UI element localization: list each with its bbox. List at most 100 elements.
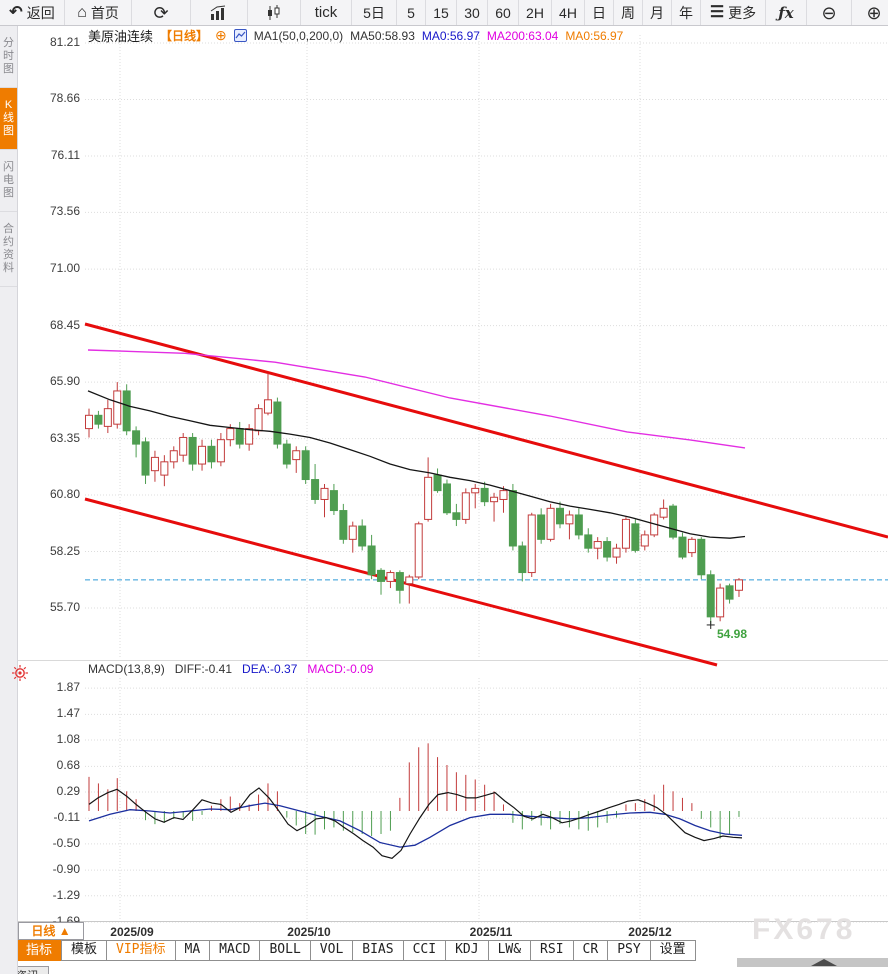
fx-button[interactable]: ƒx (766, 0, 807, 25)
tab-BIAS[interactable]: BIAS (352, 940, 404, 961)
axis-label: 71.00 (49, 261, 80, 276)
add-indicator-icon[interactable]: ⊕ (215, 27, 227, 43)
x-axis-date-label: 2025/12 (628, 925, 672, 939)
axis-label: 78.66 (49, 91, 80, 106)
axis-label: 58.25 (49, 543, 80, 558)
sidebar-item-分时图[interactable]: 分 时 图 (0, 26, 17, 88)
ma-settings: MA1(50,0,200,0) (253, 28, 344, 43)
tick-label: tick (314, 4, 338, 21)
period-year-label: 年 (679, 4, 693, 21)
period-60m-label: 60 (495, 4, 511, 21)
tab-模板[interactable]: 模板 (61, 940, 108, 961)
ma200-value: MA200:63.04 (486, 28, 559, 43)
axis-labels: 81.21 78.66 76.11 73.56 71.00 68.45 65.90 63.35… (20, 0, 80, 974)
period-2h-button[interactable]: 2H (519, 0, 552, 25)
line-chart-icon[interactable] (233, 29, 247, 42)
axis-label: 63.35 (49, 430, 80, 445)
period-day-label: 日 (592, 4, 606, 21)
back-icon: ↶ (9, 3, 23, 21)
sidebar-item-闪电图[interactable]: 闪 电 图 (0, 150, 17, 212)
x-axis-date-label: 2025/09 (110, 925, 154, 939)
period-badge: 【日线】 (160, 29, 209, 43)
candlestick-button[interactable] (248, 0, 301, 25)
axis-label: 0.68 (56, 758, 80, 773)
sidebar-item-K线图[interactable]: K 线 图 (0, 88, 17, 150)
tab-设置[interactable]: 设置 (649, 940, 696, 961)
tab-VOL[interactable]: VOL (309, 940, 354, 961)
axis-label: 65.90 (49, 374, 80, 389)
bottom-scrollbar[interactable] (737, 958, 888, 967)
period-30m-label: 30 (464, 4, 480, 21)
period-5m-button[interactable]: 5 (397, 0, 426, 25)
macd-diff-value: DIFF:-0.41 (174, 662, 233, 676)
axis-label: 76.11 (50, 147, 80, 162)
tab-CR[interactable]: CR (572, 940, 609, 961)
refresh-button[interactable]: ⟳ (132, 0, 191, 25)
bar-chart-icon (210, 5, 226, 20)
home-button[interactable]: ⌂ 首页 (65, 0, 132, 25)
bar-chart-button[interactable] (191, 0, 248, 25)
chart-header: 美原油连续 【日线】 ⊕ MA1(50,0,200,0) MA50:58.93 … (88, 26, 623, 45)
tab-KDJ[interactable]: KDJ (445, 940, 489, 961)
period-30m-button[interactable]: 30 (457, 0, 488, 25)
tab-VIP指标[interactable]: VIP指标 (106, 940, 176, 961)
sidebar-item-合约资料[interactable]: 合 约 资 料 (0, 212, 17, 287)
tab-MA[interactable]: MA (174, 940, 211, 961)
period-month-button[interactable]: 月 (643, 0, 672, 25)
period-60m-button[interactable]: 60 (488, 0, 519, 25)
tab-PSY[interactable]: PSY (607, 940, 651, 961)
axis-label: 0.29 (56, 783, 80, 798)
tab-指标[interactable]: 指标 (16, 940, 63, 961)
tab-MACD[interactable]: MACD (209, 940, 261, 961)
period-5d-label: 5日 (363, 4, 385, 21)
symbol-name: 美原油连续 (88, 29, 154, 44)
crosshair-tool-icon[interactable] (11, 664, 29, 687)
axis-label: 1.87 (56, 680, 80, 695)
zoom-out-button[interactable]: ⊖ (807, 0, 852, 25)
macd-dea-value: DEA:-0.37 (242, 662, 298, 676)
more-button[interactable]: ☰ 更多 (701, 0, 766, 25)
back-label: 返回 (26, 4, 55, 21)
period-selector[interactable]: 日线 ▲ (18, 922, 84, 940)
axis-label: -0.11 (53, 810, 80, 825)
tick-button[interactable]: tick (301, 0, 352, 25)
axis-label: -0.90 (52, 862, 80, 877)
scroll-up-arrow-icon[interactable] (811, 959, 837, 966)
home-icon: ⌂ (77, 3, 87, 21)
back-button[interactable]: ↶ 返回 (0, 0, 65, 25)
period-15m-label: 15 (433, 4, 449, 21)
watermark: FX678 (752, 913, 856, 946)
tab-BOLL[interactable]: BOLL (259, 940, 311, 961)
x-axis-date-label: 2025/10 (287, 925, 331, 939)
macd-header: MACD(13,8,9) DIFF:-0.41 DEA:-0.37 MACD:-… (88, 662, 373, 676)
tab-RSI[interactable]: RSI (530, 940, 574, 961)
axis-label: 73.56 (49, 204, 80, 219)
period-4h-button[interactable]: 4H (552, 0, 585, 25)
period-5d-button[interactable]: 5日 (352, 0, 397, 25)
period-year-button[interactable]: 年 (672, 0, 701, 25)
axis-label: -1.29 (52, 887, 80, 902)
period-4h-label: 4H (559, 4, 577, 21)
period-day-button[interactable]: 日 (585, 0, 614, 25)
period-5m-label: 5 (407, 4, 415, 21)
tab-CCI[interactable]: CCI (402, 940, 447, 961)
macd-settings: MACD(13,8,9) (88, 662, 165, 676)
axis-label: 60.80 (49, 487, 80, 502)
fx-label: ƒx (778, 3, 794, 22)
axis-label: 55.70 (49, 599, 80, 614)
axis-label: -0.50 (52, 835, 80, 850)
period-month-label: 月 (650, 4, 664, 21)
period-week-button[interactable]: 周 (614, 0, 643, 25)
axis-label: 1.47 (56, 706, 80, 721)
period-15m-button[interactable]: 15 (426, 0, 457, 25)
zoom-in-button[interactable]: ⊕ (852, 0, 888, 25)
tab-LW&[interactable]: LW& (487, 940, 532, 961)
home-label: 首页 (90, 4, 119, 21)
more-label: 更多 (728, 4, 757, 21)
zoom-in-icon: ⊕ (866, 2, 882, 23)
period-week-label: 周 (621, 4, 635, 21)
